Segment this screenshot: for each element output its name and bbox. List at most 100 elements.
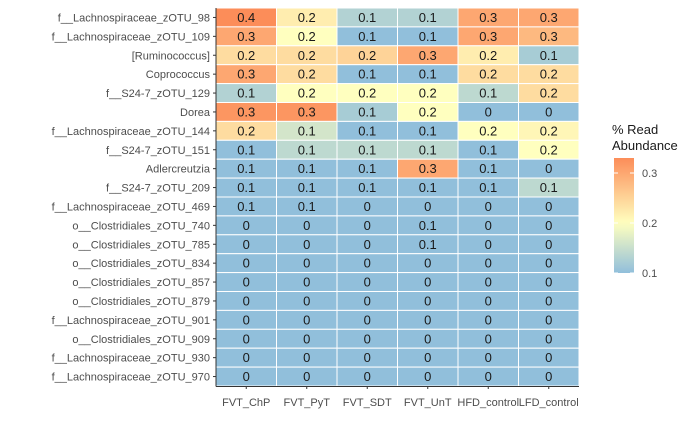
axes xyxy=(213,8,579,389)
cell-value-label: 0 xyxy=(485,369,492,384)
cell-value-label: 0 xyxy=(364,237,371,252)
cell-value-label: 0.1 xyxy=(298,180,316,195)
cell-value-label: 0.1 xyxy=(237,199,255,214)
cell-value-label: 0.3 xyxy=(237,104,255,119)
column-tick-label: FVT_ChP xyxy=(222,397,270,409)
cell-value-label: 0 xyxy=(303,293,310,308)
legend-title: % Read xyxy=(612,122,658,137)
cell-value-label: 0 xyxy=(485,104,492,119)
column-tick-label: FVT_UnT xyxy=(404,397,452,409)
cell-value-label: 0.2 xyxy=(298,48,316,63)
cell-value-label: 0 xyxy=(545,161,552,176)
cell-value-label: 0.1 xyxy=(298,142,316,157)
cell-value-label: 0.3 xyxy=(540,10,558,25)
row-tick-label: [Ruminococcus] xyxy=(132,50,210,62)
cell-value-label: 0 xyxy=(545,369,552,384)
cell-value-label: 0.1 xyxy=(358,161,376,176)
cell-value-label: 0 xyxy=(485,237,492,252)
cell-value-label: 0 xyxy=(243,237,250,252)
cell-value-label: 0 xyxy=(243,350,250,365)
cell-value-label: 0.2 xyxy=(237,123,255,138)
legend-tick-label: 0.2 xyxy=(642,218,657,230)
row-tick-label: f__Lachnospiraceae_zOTU_144 xyxy=(52,126,210,138)
row-tick-label: f__Lachnospiraceae_zOTU_109 xyxy=(52,31,210,43)
row-tick-label: Adlercreutzia xyxy=(146,164,211,176)
cell-value-label: 0 xyxy=(424,369,431,384)
cell-value-label: 0.1 xyxy=(237,161,255,176)
row-tick-label: f__S24-7_zOTU_151 xyxy=(106,145,210,157)
cell-value-label: 0.1 xyxy=(358,29,376,44)
cell-value-label: 0.1 xyxy=(479,180,497,195)
cell-value-label: 0 xyxy=(364,350,371,365)
cell-value-label: 0.1 xyxy=(358,67,376,82)
row-labels: f__Lachnospiraceae_zOTU_98 f__Lachnospira… xyxy=(52,12,211,383)
cell-value-label: 0.3 xyxy=(479,10,497,25)
row-tick-label: f__Lachnospiraceae_zOTU_98 xyxy=(58,12,210,24)
cell-value-label: 0 xyxy=(243,369,250,384)
cell-value-label: 0.2 xyxy=(237,48,255,63)
cell-value-label: 0.3 xyxy=(237,67,255,82)
row-tick-label: Coprococcus xyxy=(146,69,211,81)
cell-value-label: 0 xyxy=(303,312,310,327)
row-tick-label: f__Lachnospiraceae_zOTU_469 xyxy=(52,201,210,213)
cell-value-label: 0 xyxy=(545,256,552,271)
cell-value-label: 0 xyxy=(364,199,371,214)
row-tick-label: f__Lachnospiraceae_zOTU_930 xyxy=(52,353,210,365)
cell-value-label: 0.1 xyxy=(358,142,376,157)
cell-value-label: 0 xyxy=(545,331,552,346)
cell-value-label: 0 xyxy=(364,369,371,384)
cell-value-label: 0.1 xyxy=(419,218,437,233)
column-tick-label: FVT_SDT xyxy=(343,397,392,409)
row-tick-label: o__Clostridiales_zOTU_879 xyxy=(72,296,210,308)
cell-value-label: 0 xyxy=(243,293,250,308)
cell-value-label: 0 xyxy=(303,331,310,346)
cell-value-label: 0 xyxy=(424,199,431,214)
cell-value-label: 0.2 xyxy=(298,29,316,44)
cell-value-label: 0.2 xyxy=(479,67,497,82)
cell-value-label: 0 xyxy=(243,218,250,233)
row-tick-label: o__Clostridiales_zOTU_834 xyxy=(72,258,210,270)
legend-title: Abundance xyxy=(612,138,678,153)
column-tick-label: LFD_control xyxy=(519,397,579,409)
cell-value-label: 0 xyxy=(485,350,492,365)
cell-value-label: 0.1 xyxy=(479,161,497,176)
cell-value-label: 0.2 xyxy=(298,86,316,101)
cell-value-label: 0.1 xyxy=(237,180,255,195)
cell-value-label: 0.2 xyxy=(540,86,558,101)
cell-value-label: 0 xyxy=(545,293,552,308)
cell-value-label: 0.4 xyxy=(237,10,255,25)
cell-value-label: 0.2 xyxy=(419,86,437,101)
cell-value-label: 0 xyxy=(243,312,250,327)
cell-value-label: 0 xyxy=(303,275,310,290)
cell-value-label: 0 xyxy=(424,293,431,308)
cell-value-label: 0 xyxy=(545,350,552,365)
cell-value-label: 0 xyxy=(303,218,310,233)
cell-value-label: 0.1 xyxy=(540,48,558,63)
cell-value-label: 0 xyxy=(303,237,310,252)
cell-value-label: 0.1 xyxy=(479,142,497,157)
cell-value-label: 0.2 xyxy=(419,104,437,119)
cell-value-label: 0.1 xyxy=(419,10,437,25)
legend-tick-label: 0.3 xyxy=(642,168,657,180)
cell-value-label: 0.2 xyxy=(479,48,497,63)
cell-value-label: 0 xyxy=(364,293,371,308)
cell-value-label: 0.1 xyxy=(358,104,376,119)
cell-value-label: 0 xyxy=(485,275,492,290)
cell-value-label: 0 xyxy=(243,275,250,290)
cell-value-label: 0.1 xyxy=(298,161,316,176)
cell-value-label: 0.2 xyxy=(540,67,558,82)
cell-value-label: 0.3 xyxy=(419,161,437,176)
cell-value-label: 0.2 xyxy=(479,123,497,138)
row-tick-label: f__Lachnospiraceae_zOTU_901 xyxy=(52,315,210,327)
column-labels: FVT_ChP FVT_PyT FVT_SDT FVT_UnT HFD_control L… xyxy=(222,397,579,409)
cell-value-label: 0.1 xyxy=(237,86,255,101)
cell-value-label: 0 xyxy=(424,331,431,346)
cell-value-label: 0 xyxy=(364,312,371,327)
cell-value-label: 0 xyxy=(545,312,552,327)
cell-value-label: 0.2 xyxy=(358,48,376,63)
cell-value-label: 0 xyxy=(485,256,492,271)
row-tick-label: f__Lachnospiraceae_zOTU_970 xyxy=(52,372,210,384)
cell-value-label: 0 xyxy=(545,237,552,252)
cell-value-label: 0 xyxy=(545,275,552,290)
